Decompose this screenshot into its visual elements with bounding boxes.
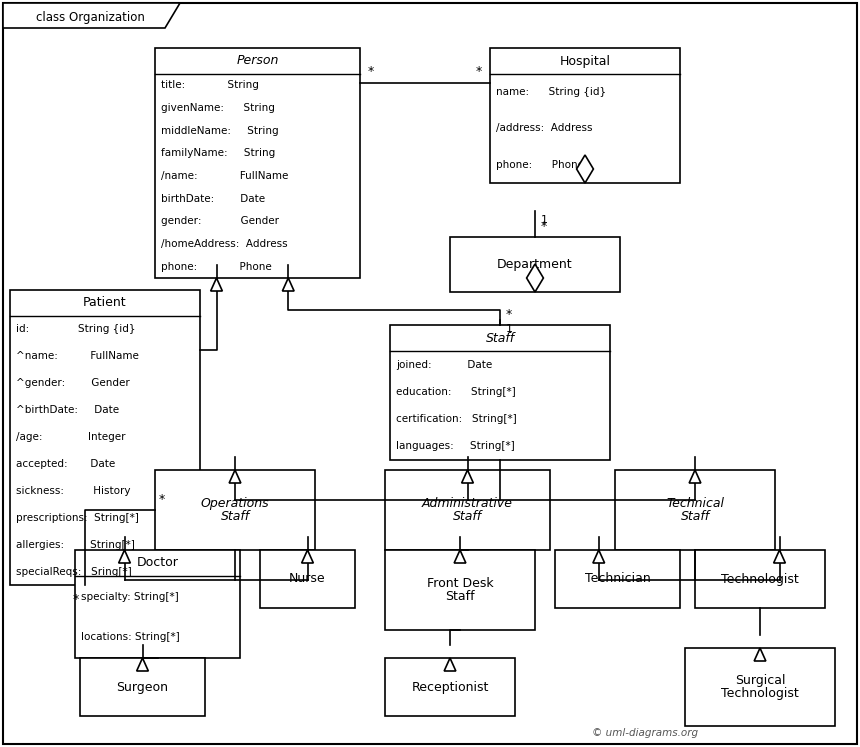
Text: 1: 1	[541, 215, 548, 225]
Text: ^name:          FullName: ^name: FullName	[16, 351, 138, 362]
Bar	[260, 550, 355, 608]
Text: /address:  Address: /address: Address	[496, 123, 593, 134]
Text: accepted:       Date: accepted: Date	[16, 459, 115, 469]
Text: languages:     String[*]: languages: String[*]	[396, 441, 515, 451]
Text: Hospital: Hospital	[560, 55, 611, 67]
Text: gender:            Gender: gender: Gender	[161, 217, 279, 226]
Text: title:             String: title: String	[161, 81, 259, 90]
Text: phone:             Phone: phone: Phone	[161, 261, 272, 272]
Text: *: *	[159, 493, 165, 506]
Text: Staff: Staff	[453, 510, 482, 523]
Text: prescriptions:  String[*]: prescriptions: String[*]	[16, 512, 138, 523]
Bar	[10, 290, 200, 585]
Text: specialty: String[*]: specialty: String[*]	[81, 592, 179, 601]
Text: Operations: Operations	[200, 497, 269, 510]
Text: locations: String[*]: locations: String[*]	[81, 633, 180, 642]
Text: Staff: Staff	[680, 510, 709, 523]
Polygon shape	[302, 550, 313, 563]
Text: Administrative: Administrative	[422, 497, 513, 510]
Text: specialReqs:   Sring[*]: specialReqs: Sring[*]	[16, 566, 132, 577]
Polygon shape	[526, 264, 544, 292]
Text: education:      String[*]: education: String[*]	[396, 387, 516, 397]
Bar	[75, 550, 240, 658]
Text: sickness:         History: sickness: History	[16, 486, 131, 496]
Bar	[155, 48, 360, 278]
Polygon shape	[444, 658, 456, 671]
Text: /homeAddress:  Address: /homeAddress: Address	[161, 239, 287, 249]
Polygon shape	[689, 470, 701, 483]
Polygon shape	[576, 155, 593, 183]
Text: birthDate:        Date: birthDate: Date	[161, 193, 265, 204]
Text: *: *	[506, 308, 513, 321]
Text: *: *	[368, 65, 374, 78]
Text: Department: Department	[497, 258, 573, 271]
Text: Technologist: Technologist	[722, 687, 799, 700]
Text: 1: 1	[506, 324, 513, 334]
Text: middleName:     String: middleName: String	[161, 125, 279, 136]
Text: certification:   String[*]: certification: String[*]	[396, 414, 517, 424]
Text: *: *	[73, 593, 79, 606]
Text: ^gender:        Gender: ^gender: Gender	[16, 378, 130, 388]
Text: Nurse: Nurse	[289, 572, 326, 586]
Text: Technician: Technician	[585, 572, 650, 586]
Bar	[450, 237, 620, 292]
Text: givenName:      String: givenName: String	[161, 103, 275, 113]
Text: /age:              Integer: /age: Integer	[16, 432, 126, 442]
Text: *: *	[541, 220, 547, 233]
Bar	[390, 325, 610, 460]
Polygon shape	[119, 550, 131, 563]
Text: © uml-diagrams.org: © uml-diagrams.org	[592, 728, 698, 738]
Bar	[385, 470, 550, 550]
Text: familyName:     String: familyName: String	[161, 149, 275, 158]
Text: Person: Person	[237, 55, 279, 67]
Bar	[685, 648, 835, 726]
Bar	[695, 550, 825, 608]
Text: Surgeon: Surgeon	[116, 681, 169, 693]
Text: id:               String {id}: id: String {id}	[16, 324, 136, 335]
Polygon shape	[211, 278, 223, 291]
Bar	[155, 470, 315, 550]
Text: Staff: Staff	[445, 590, 475, 603]
Text: ^birthDate:     Date: ^birthDate: Date	[16, 405, 120, 415]
Text: class Organization: class Organization	[35, 10, 144, 23]
Text: phone:      Phone: phone: Phone	[496, 160, 584, 170]
Bar	[555, 550, 680, 608]
Text: joined:           Date: joined: Date	[396, 359, 492, 370]
Polygon shape	[454, 550, 466, 563]
Text: Receptionist: Receptionist	[411, 681, 488, 693]
Text: Doctor: Doctor	[137, 557, 178, 569]
Text: Surgical: Surgical	[734, 674, 785, 687]
Text: Front Desk: Front Desk	[427, 577, 494, 590]
Text: Staff: Staff	[485, 332, 514, 344]
Text: allergies:        String[*]: allergies: String[*]	[16, 539, 135, 550]
Bar	[80, 658, 205, 716]
Bar	[615, 470, 775, 550]
Text: Technologist: Technologist	[722, 572, 799, 586]
Polygon shape	[282, 278, 294, 291]
Polygon shape	[3, 3, 180, 28]
Text: /name:             FullName: /name: FullName	[161, 171, 288, 181]
Text: Technical: Technical	[666, 497, 724, 510]
Text: Staff: Staff	[220, 510, 249, 523]
Text: Patient: Patient	[83, 297, 126, 309]
Text: *: *	[476, 65, 482, 78]
Polygon shape	[754, 648, 766, 661]
Polygon shape	[462, 470, 473, 483]
Bar	[385, 550, 535, 630]
Bar	[490, 48, 680, 183]
Polygon shape	[774, 550, 785, 563]
Polygon shape	[137, 658, 148, 671]
Bar	[385, 658, 515, 716]
Text: name:      String {id}: name: String {id}	[496, 87, 606, 97]
Polygon shape	[229, 470, 241, 483]
Polygon shape	[593, 550, 605, 563]
